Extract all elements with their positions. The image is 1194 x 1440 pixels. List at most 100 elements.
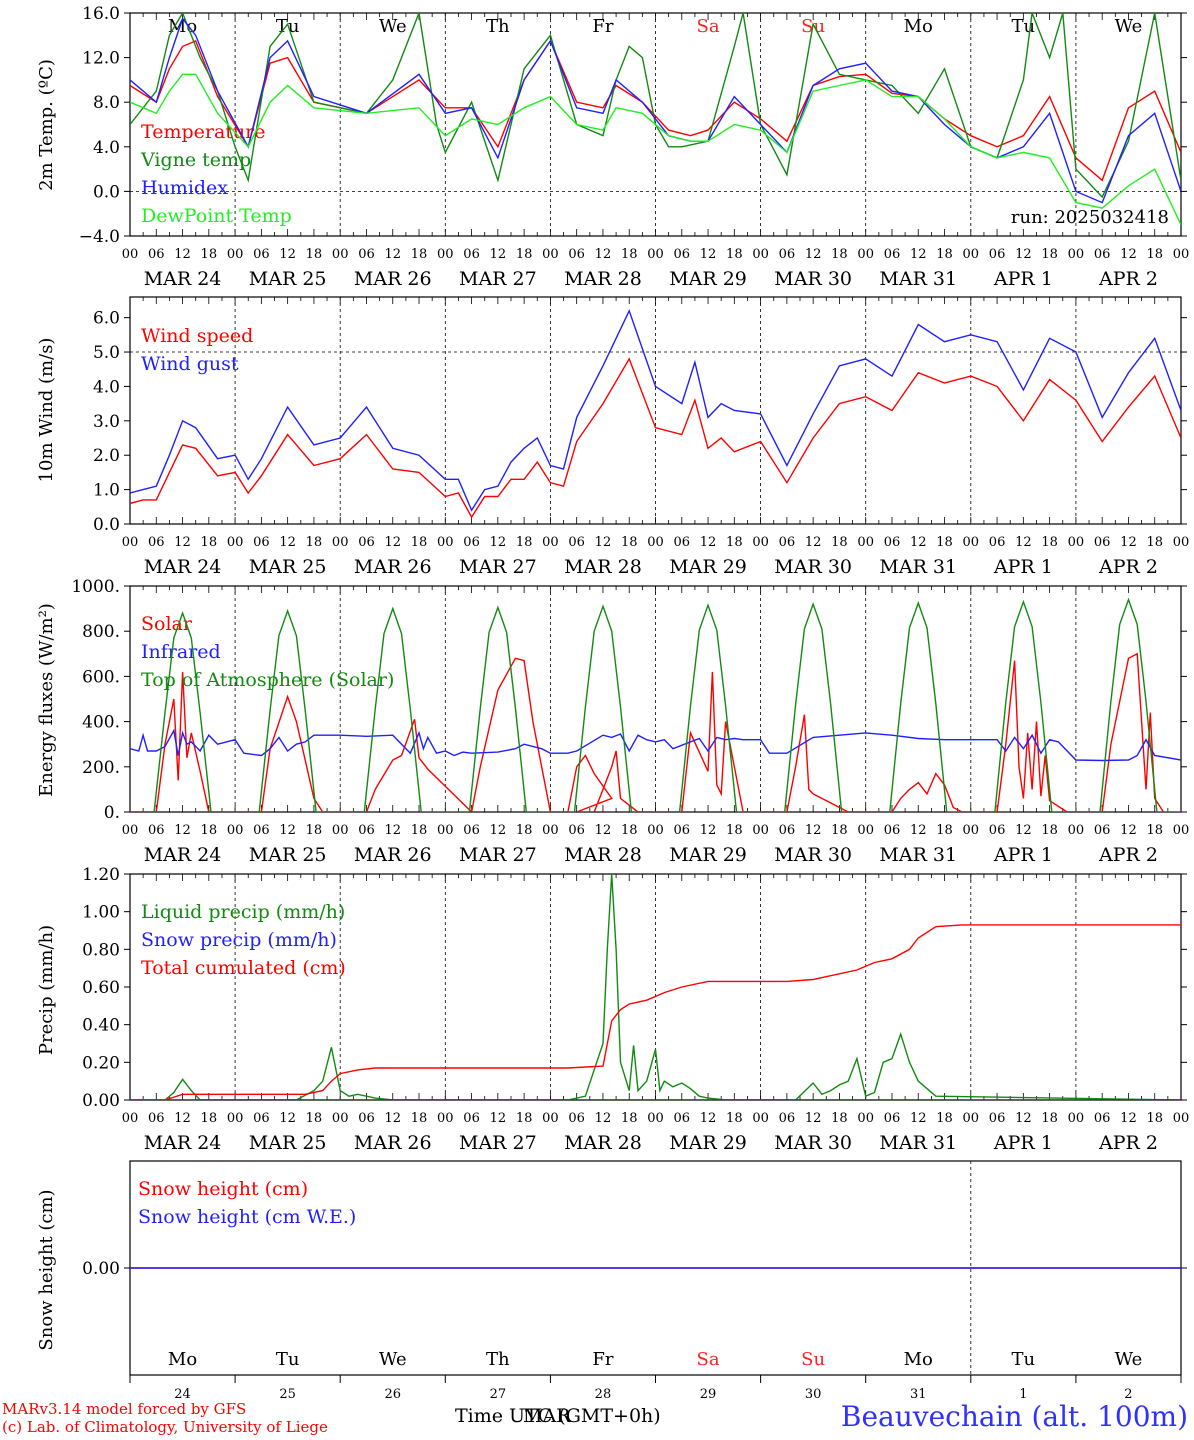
x-hour-label: 06 [884, 823, 901, 838]
x-hour-label: 00 [437, 535, 454, 550]
x-date-label: MAR 25 [249, 556, 327, 578]
bottom-day-name: Mo [904, 1349, 933, 1370]
x-hour-label: 06 [463, 247, 480, 262]
x-hour-label: 00 [122, 823, 139, 838]
model-credit-line1: MARv3.14 model forced by GFS [2, 1400, 247, 1418]
x-hour-label: 06 [463, 1111, 480, 1126]
legend-entry: Solar [141, 613, 193, 635]
series-line [130, 357, 1181, 519]
x-date-label: APR 1 [993, 1132, 1053, 1154]
x-hour-label: 06 [1094, 247, 1111, 262]
x-date-label: MAR 29 [669, 844, 747, 866]
x-hour-label: 00 [1068, 247, 1085, 262]
panel-2: 6.0 5.0 4.0 3.0 2.0 1.0 0.0 10m Wind (m/s) 00 06 1… [36, 296, 1189, 578]
x-hour-label: 00 [437, 1111, 454, 1126]
model-credit: MARv3.14 model forced by GFS (c) Lab. of… [2, 1400, 328, 1436]
legend-entry: Top of Atmosphere (Solar) [141, 669, 394, 691]
x-hour-label: 12 [700, 247, 717, 262]
y-axis-label: 10m Wind (m/s) [36, 338, 57, 483]
y-tick-label: 0. [104, 803, 120, 823]
day-name-label: We [379, 16, 407, 37]
y-tick-label: 2.0 [93, 446, 120, 466]
series-line [130, 597, 1181, 812]
x-hour-label: 18 [411, 535, 428, 550]
x-hour-label: 18 [201, 1111, 218, 1126]
x-axis-title: Time UTC (GMT+0h) [455, 1405, 661, 1427]
x-date-label: MAR 24 [144, 844, 222, 866]
x-hour-label: 12 [490, 247, 507, 262]
x-hour-label: 06 [358, 1111, 375, 1126]
x-hour-label: 12 [595, 1111, 612, 1126]
x-hour-label: 06 [674, 247, 691, 262]
x-date-label: MAR 26 [354, 268, 432, 290]
x-hour-label: 06 [674, 1111, 691, 1126]
x-hour-label: 06 [1094, 823, 1111, 838]
bottom-day-name: Mo [168, 1349, 197, 1370]
x-hour-label: 18 [1041, 823, 1058, 838]
legend-entry: Total cumulated (cm) [141, 957, 346, 979]
x-hour-label: 00 [227, 247, 244, 262]
x-hour-label: 18 [831, 535, 848, 550]
x-date-label: MAR 30 [774, 844, 852, 866]
x-hour-label: 06 [568, 247, 585, 262]
x-hour-label: 06 [148, 1111, 165, 1126]
x-date-label: APR 2 [1098, 1132, 1158, 1154]
x-hour-label: 00 [1173, 1111, 1190, 1126]
series-line [130, 73, 1181, 226]
model-credit-line2: (c) Lab. of Climatology, University of L… [2, 1418, 328, 1436]
y-tick-label: 0.0 [93, 515, 120, 535]
x-hour-label: 12 [700, 823, 717, 838]
x-date-label: MAR 27 [459, 844, 537, 866]
x-hour-label: 06 [148, 247, 165, 262]
x-date-label: MAR 25 [249, 1132, 327, 1154]
x-hour-label: 18 [201, 247, 218, 262]
x-date-label: MAR 31 [879, 1132, 957, 1154]
y-tick-label: 0.00 [82, 1259, 120, 1279]
bottom-day-number: 30 [805, 1387, 822, 1402]
x-hour-label: 00 [1068, 535, 1085, 550]
y-tick-label: 0.60 [82, 978, 120, 998]
panel-1: 16.0 12.0 8.0 4.0 0.0 −4.0 2m Temp. (ºC) 00 06 12… [36, 4, 1189, 290]
x-hour-label: 06 [989, 535, 1006, 550]
x-hour-label: 12 [279, 823, 296, 838]
x-hour-label: 18 [726, 1111, 743, 1126]
x-hour-label: 12 [490, 823, 507, 838]
x-hour-label: 00 [227, 1111, 244, 1126]
x-date-label: APR 2 [1098, 556, 1158, 578]
x-date-label: MAR 29 [669, 556, 747, 578]
y-axis-label: 2m Temp. (ºC) [36, 59, 57, 191]
x-hour-label: 18 [1146, 823, 1163, 838]
panel-3: 1000. 800. 600. 400. 200. 0. Energy fluxes (W/… [36, 577, 1189, 866]
x-hour-label: 06 [989, 1111, 1006, 1126]
x-date-label: MAR 28 [564, 268, 642, 290]
x-hour-label: 18 [621, 247, 638, 262]
x-hour-label: 00 [122, 1111, 139, 1126]
x-hour-label: 18 [516, 823, 533, 838]
x-hour-label: 18 [201, 535, 218, 550]
x-hour-label: 12 [384, 823, 401, 838]
bottom-day-name: Su [801, 1349, 825, 1370]
bottom-day-number: 1 [1019, 1387, 1027, 1402]
x-date-label: MAR 30 [774, 268, 852, 290]
series-line [130, 652, 1165, 812]
x-hour-label: 06 [674, 823, 691, 838]
x-hour-label: 06 [253, 535, 270, 550]
y-tick-label: 16.0 [82, 4, 120, 24]
y-tick-label: 12.0 [82, 49, 120, 69]
x-hour-label: 00 [542, 247, 559, 262]
x-hour-label: 06 [779, 823, 796, 838]
x-date-label: MAR 24 [144, 268, 222, 290]
x-hour-label: 12 [595, 535, 612, 550]
x-hour-label: 06 [779, 247, 796, 262]
x-hour-label: 12 [1120, 1111, 1137, 1126]
x-hour-label: 00 [227, 823, 244, 838]
run-note: run: 2025032418 [1011, 207, 1169, 228]
x-hour-label: 18 [1146, 247, 1163, 262]
series-line [130, 17, 1181, 204]
x-hour-label: 18 [621, 823, 638, 838]
x-hour-label: 12 [490, 535, 507, 550]
x-hour-label: 06 [568, 535, 585, 550]
x-hour-label: 06 [148, 535, 165, 550]
x-hour-label: 06 [463, 823, 480, 838]
bottom-day-number: 26 [384, 1387, 401, 1402]
